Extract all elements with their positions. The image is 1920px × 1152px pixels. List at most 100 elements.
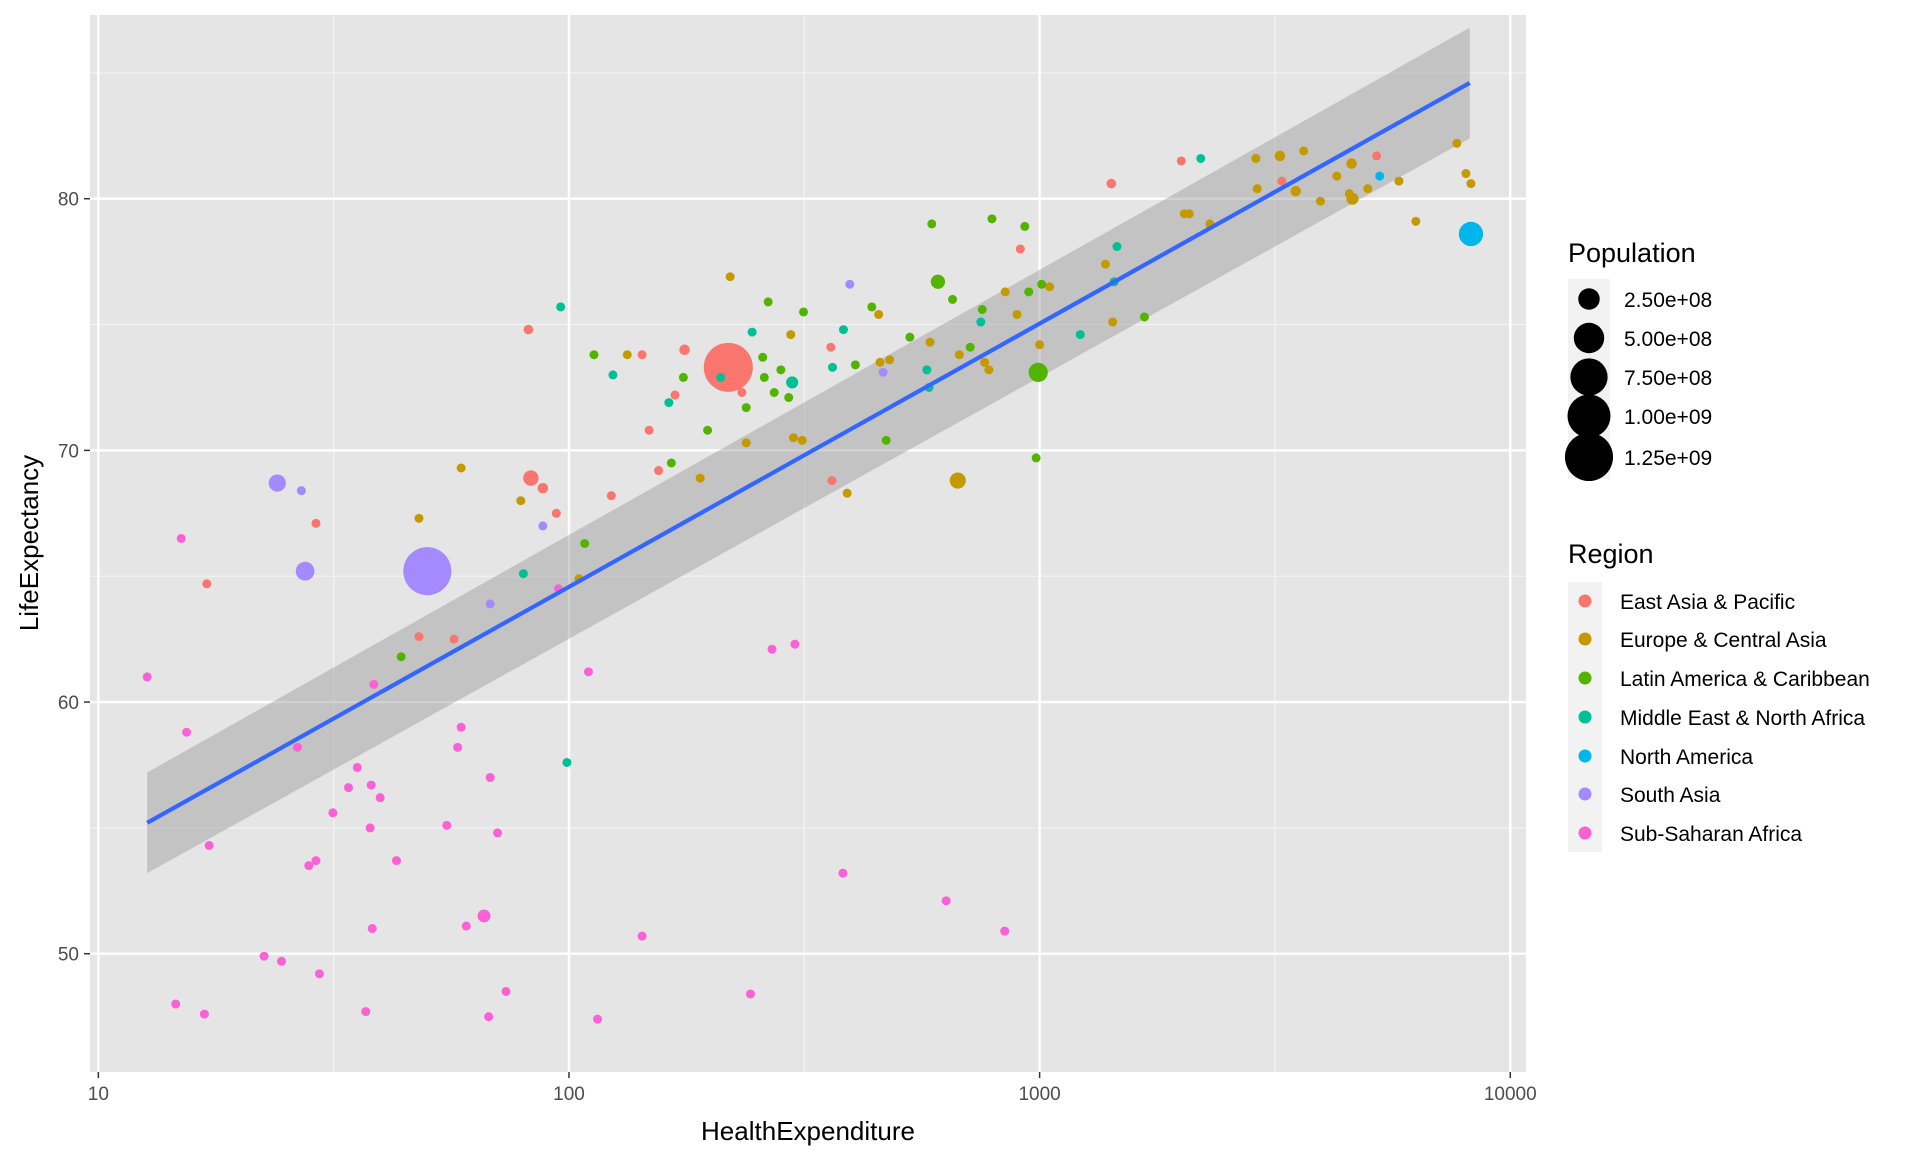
data-point	[828, 362, 838, 372]
data-point	[485, 599, 495, 609]
data-point	[695, 473, 705, 483]
data-point	[328, 808, 338, 818]
data-point	[1000, 926, 1010, 936]
data-point	[1075, 330, 1085, 340]
data-point	[965, 342, 975, 352]
data-point	[666, 458, 676, 468]
data-point	[606, 491, 616, 501]
trend-line-layer	[146, 81, 1471, 825]
data-point	[456, 463, 466, 473]
data-point	[343, 783, 353, 793]
data-point	[1012, 309, 1022, 319]
data-point	[977, 304, 987, 314]
data-point	[826, 342, 836, 352]
data-point	[1196, 153, 1206, 163]
data-point	[838, 325, 848, 335]
legend-region-key	[1578, 671, 1592, 685]
x-tick-label: 10000	[1484, 1084, 1537, 1105]
data-point	[456, 722, 466, 732]
legend-region-label: East Asia & Pacific	[1620, 591, 1795, 614]
data-point	[905, 332, 915, 342]
data-point	[1299, 146, 1309, 156]
x-tick-label: 10	[88, 1084, 109, 1105]
trend-line	[146, 81, 1471, 825]
data-point	[716, 372, 726, 382]
data-point	[664, 398, 674, 408]
data-point	[1015, 244, 1025, 254]
data-point	[922, 365, 932, 375]
data-point	[1028, 362, 1048, 382]
y-axis: 50 60 70 80	[58, 190, 90, 966]
legend-region-label: North America	[1620, 746, 1753, 769]
data-point	[941, 896, 951, 906]
x-axis-title: HealthExpenditure	[701, 1116, 915, 1146]
data-point	[1024, 287, 1034, 297]
data-point	[1251, 153, 1261, 164]
y-tick-label: 50	[58, 945, 79, 966]
data-point	[776, 365, 786, 375]
data-point	[1394, 176, 1404, 186]
data-point	[654, 466, 664, 476]
data-point	[562, 757, 572, 767]
data-point	[1290, 185, 1301, 197]
data-point	[637, 350, 647, 360]
data-point	[1031, 453, 1041, 463]
data-point	[725, 272, 735, 282]
data-point	[838, 868, 848, 878]
data-point	[980, 357, 990, 367]
data-point	[1252, 184, 1262, 194]
data-point	[644, 425, 654, 435]
data-point	[954, 350, 964, 360]
data-point	[1106, 178, 1117, 189]
data-point	[984, 365, 994, 375]
legend-region-key	[1578, 594, 1592, 608]
data-point	[501, 986, 511, 996]
data-point	[925, 337, 935, 347]
data-point	[678, 372, 688, 382]
legend-region-key	[1578, 826, 1592, 840]
data-point	[737, 388, 747, 397]
data-point	[1344, 189, 1354, 199]
data-point	[758, 352, 768, 362]
data-point	[741, 438, 751, 448]
data-point	[367, 924, 377, 934]
data-point	[608, 370, 618, 380]
data-point	[875, 357, 885, 367]
data-point	[182, 727, 192, 737]
data-point	[679, 344, 690, 355]
legend-population-label: 5.00e+08	[1624, 328, 1712, 351]
legend-region-label: Europe & Central Asia	[1620, 629, 1827, 652]
legend-region-label: Latin America & Caribbean	[1620, 668, 1870, 691]
y-tick-label: 80	[58, 190, 79, 211]
data-point	[670, 390, 680, 400]
data-point	[583, 667, 593, 677]
data-point	[1375, 171, 1385, 181]
data-point	[142, 672, 152, 682]
data-point	[518, 569, 528, 579]
data-point	[759, 372, 769, 382]
legend-population-label: 1.25e+09	[1624, 447, 1712, 470]
size-legend-keys	[1564, 288, 1614, 482]
legend-region: Region East Asia & Pacific Europe & Cent…	[1568, 539, 1870, 852]
data-point	[414, 632, 424, 642]
data-point	[797, 435, 807, 445]
data-point	[1363, 184, 1373, 194]
data-point	[537, 482, 549, 494]
data-point	[763, 297, 773, 307]
data-point	[786, 376, 799, 389]
data-point	[1466, 179, 1476, 189]
confidence-ribbon-layer	[147, 27, 1470, 874]
data-point	[1452, 138, 1462, 148]
data-point	[703, 425, 713, 435]
data-point	[1346, 158, 1357, 169]
x-tick-label: 100	[553, 1084, 585, 1105]
data-point	[365, 823, 375, 833]
data-point	[622, 350, 632, 360]
data-point	[477, 909, 491, 923]
legend-region-key	[1578, 632, 1592, 646]
data-point	[987, 214, 997, 224]
data-point	[930, 274, 946, 289]
confidence-ribbon	[147, 27, 1470, 874]
data-point	[176, 533, 186, 543]
